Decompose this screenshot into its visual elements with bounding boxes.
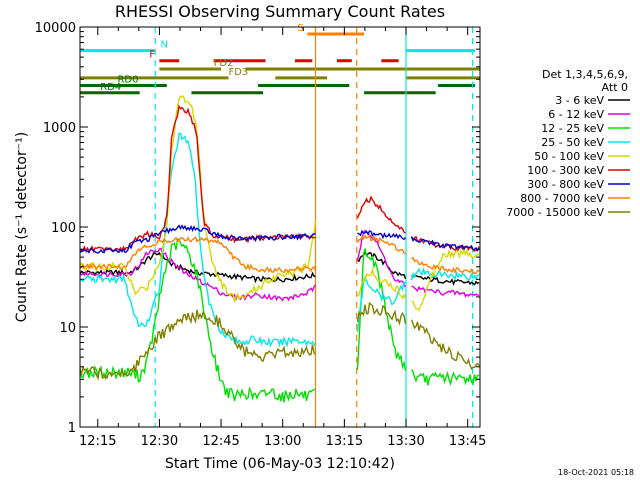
x-tick-label: 13:15	[326, 434, 363, 449]
legend-label: 50 - 100 keV	[534, 150, 604, 163]
x-tick-label: 13:45	[449, 434, 486, 449]
series-layer	[79, 95, 480, 403]
series-line-7	[80, 234, 480, 275]
legend-header: Att 0	[602, 81, 628, 94]
legend-label: 300 - 800 keV	[527, 178, 604, 191]
legend-label: 6 - 12 keV	[548, 108, 604, 121]
legend-header: Det 1,3,4,5,6,9,	[542, 68, 628, 81]
x-tick-label: 12:45	[202, 434, 239, 449]
x-tick-label: 12:30	[141, 434, 178, 449]
chart-footer: 18-Oct-2021 05:18	[558, 468, 634, 477]
x-tick-label: 13:00	[264, 434, 301, 449]
legend-label: 25 - 50 keV	[541, 136, 604, 149]
x-tick-label: 13:30	[387, 434, 424, 449]
series-line-4	[79, 95, 480, 312]
y-tick-label: 1	[68, 421, 76, 436]
flag-label: FD3	[228, 67, 248, 78]
x-tick-label: 12:15	[79, 434, 116, 449]
legend-label: 7000 - 15000 keV	[506, 206, 604, 219]
series-line-6	[79, 224, 480, 254]
series-line-5	[79, 104, 480, 254]
y-tick-label: 1000	[43, 121, 76, 136]
flag-label: RD0	[117, 75, 138, 86]
flag-label: RD4	[100, 82, 121, 93]
legend-label: 12 - 25 keV	[541, 122, 604, 135]
flag-label: FD2	[214, 58, 234, 69]
legend-label: 100 - 300 keV	[527, 164, 604, 177]
chart-ylabel: Count Rate (s⁻¹ detector⁻¹)	[14, 132, 30, 322]
series-line-8	[79, 301, 480, 381]
legend-label: 800 - 7000 keV	[520, 192, 604, 205]
legend-label: 3 - 6 keV	[555, 94, 604, 107]
y-tick-label: 10000	[35, 21, 76, 36]
flag-label: S	[297, 23, 303, 34]
chart-title: RHESSI Observing Summary Count Rates	[115, 2, 445, 21]
axes-layer: 1 10 100 1000 10000 12:15 12:30 12:45 13:00 13:15…	[35, 21, 487, 449]
flag-label: F	[149, 50, 155, 61]
y-tick-label: 10	[59, 321, 76, 336]
flag-label: N	[160, 40, 167, 51]
series-line-2	[79, 238, 480, 403]
y-tick-label: 100	[51, 221, 76, 236]
chart-xlabel: Start Time (06-May-03 12:10:42)	[165, 456, 395, 472]
